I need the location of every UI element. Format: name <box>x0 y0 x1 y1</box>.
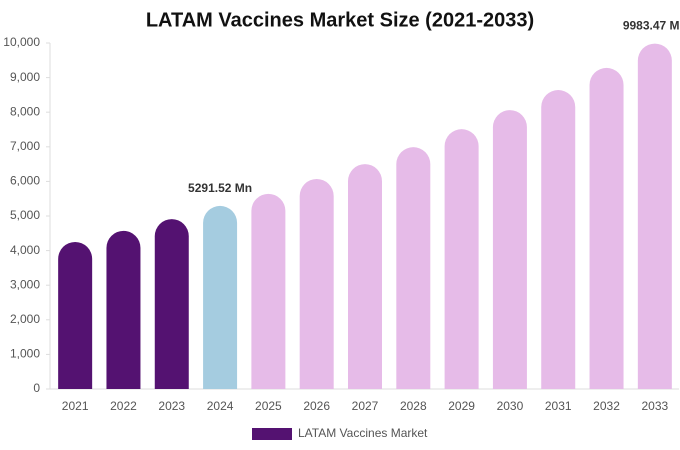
x-tick-label: 2024 <box>207 399 234 413</box>
x-tick-label: 2033 <box>641 399 668 413</box>
y-tick-label: 1,000 <box>10 347 40 361</box>
y-tick-label: 7,000 <box>10 139 40 153</box>
bar <box>589 67 624 389</box>
bar <box>203 205 238 389</box>
value-label: 5291.52 Mn <box>188 181 252 195</box>
x-tick-label: 2028 <box>400 399 427 413</box>
x-tick-label: 2032 <box>593 399 620 413</box>
y-tick-label: 3,000 <box>10 277 40 291</box>
y-tick-label: 5,000 <box>10 208 40 222</box>
chart-title: LATAM Vaccines Market Size (2021-2033) <box>146 9 534 31</box>
x-tick-label: 2025 <box>255 399 282 413</box>
x-tick-label: 2031 <box>545 399 572 413</box>
y-tick-label: 0 <box>33 381 40 395</box>
y-tick-label: 9,000 <box>10 70 40 84</box>
legend-label: LATAM Vaccines Market <box>298 426 428 440</box>
x-tick-label: 2022 <box>110 399 137 413</box>
y-tick-label: 8,000 <box>10 104 40 118</box>
x-tick-label: 2027 <box>352 399 379 413</box>
bar <box>637 43 672 390</box>
bar <box>348 164 382 389</box>
legend-swatch <box>252 428 292 440</box>
x-tick-label: 2029 <box>448 399 475 413</box>
bar <box>58 241 93 389</box>
y-tick-label: 10,000 <box>3 35 40 49</box>
bar <box>299 178 334 389</box>
bar <box>492 110 527 389</box>
bar <box>541 90 576 389</box>
bar <box>154 219 189 389</box>
bar <box>396 147 431 389</box>
bar <box>106 230 141 389</box>
x-tick-label: 2023 <box>158 399 185 413</box>
x-tick-label: 2021 <box>62 399 89 413</box>
y-tick-label: 6,000 <box>10 174 40 188</box>
bar <box>251 193 286 389</box>
y-tick-label: 2,000 <box>10 312 40 326</box>
x-tick-label: 2030 <box>497 399 524 413</box>
value-label: 9983.47 Mn <box>623 19 680 33</box>
x-tick-label: 2026 <box>303 399 330 413</box>
bar <box>444 129 479 390</box>
y-tick-label: 4,000 <box>10 243 40 257</box>
